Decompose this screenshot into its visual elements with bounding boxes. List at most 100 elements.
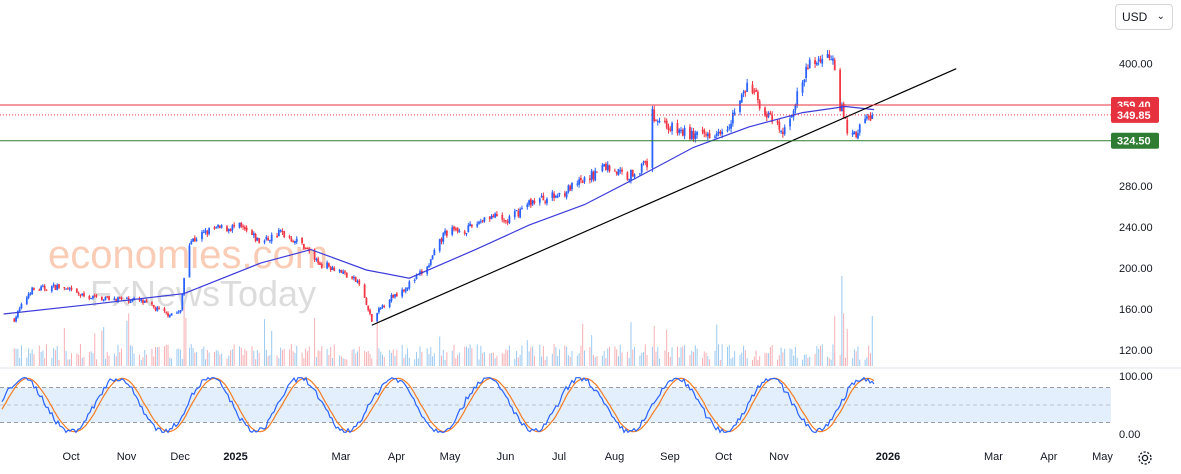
candle-body — [528, 200, 530, 205]
volume-bar — [119, 352, 121, 366]
volume-bar — [108, 355, 110, 366]
volume-bar — [709, 359, 711, 366]
gear-icon[interactable] — [1136, 449, 1154, 467]
volume-spike — [841, 276, 843, 366]
volume-bar — [576, 355, 578, 366]
candle-body — [714, 136, 716, 138]
volume-bar — [121, 348, 123, 366]
volume-bar — [303, 358, 305, 366]
candle-body — [143, 300, 146, 303]
volume-bar — [701, 357, 703, 366]
volume-bar — [140, 359, 142, 366]
volume-bar — [617, 356, 619, 366]
candle-body — [108, 296, 110, 301]
volume-bar — [766, 353, 768, 366]
candle-body — [104, 297, 107, 300]
candle-body — [302, 243, 305, 249]
candle-body — [383, 306, 386, 308]
volume-bar — [809, 356, 811, 366]
volume-bar — [428, 354, 430, 366]
volume-bar — [401, 344, 403, 366]
volume-bar — [482, 353, 484, 366]
candle-body — [378, 308, 380, 313]
volume-bar — [828, 358, 830, 366]
volume-bar — [744, 350, 746, 366]
volume-bar — [569, 356, 571, 366]
candle-body — [70, 287, 73, 290]
candle-body — [395, 293, 398, 297]
volume-bar — [31, 349, 33, 366]
candle-body — [683, 127, 686, 136]
volume-bar — [759, 356, 761, 366]
candle-body — [77, 292, 80, 295]
candle-body — [329, 266, 332, 270]
candle-body — [433, 249, 436, 256]
candle-body — [195, 239, 198, 241]
volume-bar — [163, 346, 165, 366]
volume-bar — [117, 344, 119, 366]
volume-bar — [491, 353, 493, 366]
volume-bar — [367, 351, 369, 366]
volume-bar — [728, 344, 730, 366]
volume-bar — [642, 352, 644, 366]
moving-average-line — [3, 105, 875, 315]
candle-body — [615, 171, 618, 174]
volume-bar — [306, 351, 308, 366]
volume-bar — [353, 348, 355, 366]
candle-body — [190, 241, 193, 245]
candle-body — [367, 305, 370, 311]
volume-bar — [671, 347, 673, 366]
currency-value: USD — [1122, 10, 1148, 24]
candle-body — [113, 298, 116, 301]
candle-body — [217, 225, 219, 227]
candle-body — [451, 227, 454, 235]
volume-bar — [739, 354, 741, 366]
candle-body — [120, 297, 123, 299]
candle-body — [406, 287, 409, 290]
currency-select[interactable]: USD ⌄ — [1115, 4, 1173, 30]
volume-bar — [355, 353, 357, 366]
volume-bar — [541, 356, 543, 366]
candle-body — [726, 129, 729, 132]
volume-bar — [231, 349, 233, 366]
volume-bar — [507, 350, 509, 366]
chevron-down-icon: ⌄ — [1156, 11, 1165, 22]
candle-body — [857, 133, 859, 139]
volume-bar — [669, 356, 671, 366]
volume-bar — [315, 357, 317, 366]
candle-body — [126, 297, 128, 299]
volume-bar — [768, 353, 770, 366]
candle-body — [840, 104, 843, 112]
candle-body — [31, 287, 34, 295]
volume-bar — [407, 348, 409, 366]
volume-bar — [131, 346, 133, 366]
candle-body — [606, 164, 609, 170]
volume-bar — [528, 351, 530, 366]
volume-bar — [442, 349, 444, 366]
volume-bar — [846, 329, 848, 366]
candle-body — [165, 311, 168, 313]
volume-bar — [489, 353, 491, 366]
candle-body — [92, 295, 94, 299]
candle-body — [158, 307, 160, 309]
volume-bar — [138, 354, 140, 366]
time-tick-label: Sep — [660, 451, 680, 463]
candle-body — [238, 222, 241, 228]
candle-body — [179, 310, 182, 313]
volume-bar — [128, 313, 130, 366]
candle-body — [227, 228, 230, 232]
candle-body — [544, 201, 547, 203]
volume-bar — [417, 358, 419, 366]
candle-body — [156, 307, 159, 311]
candle-body — [33, 288, 35, 290]
candle-body — [370, 313, 373, 322]
candle-body — [290, 238, 293, 242]
volume-bar — [233, 344, 235, 366]
candle-body — [556, 195, 559, 198]
stochastic-k-line — [1, 376, 875, 434]
volume-bar — [56, 345, 58, 366]
candle-body — [381, 305, 384, 308]
volume-bar — [321, 346, 323, 366]
